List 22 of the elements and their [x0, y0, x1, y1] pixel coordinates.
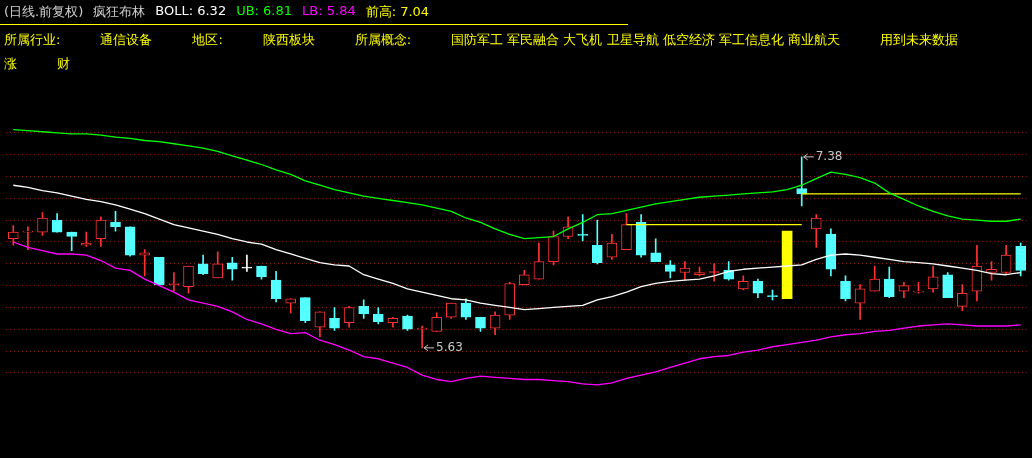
text: 所属行业:: [4, 31, 61, 49]
text: 涨: [4, 55, 17, 73]
chart-subtitle: 疯狂布林: [93, 3, 146, 21]
candlestick: [796, 156, 808, 207]
text: 地区:: [192, 31, 223, 49]
text: 通信设备: [100, 31, 153, 49]
annotation: 5.63: [436, 339, 463, 354]
candlestick: [22, 226, 34, 250]
candlestick: [241, 254, 253, 272]
text: UB: 6.81: [236, 3, 293, 20]
text: 陕西板块: [262, 31, 315, 49]
chart-title: (日线.前复权): [4, 3, 84, 21]
text: 用到未来数据: [879, 31, 958, 49]
text: LB: 5.84: [302, 3, 356, 20]
text: 国防军工 军民融合 大飞机 卫星导航 低空经济 军工信息化 商业航天: [451, 31, 840, 49]
candlestick: [416, 325, 428, 349]
candlestick: [80, 231, 92, 247]
text: 所属概念:: [354, 31, 412, 49]
annotation: 7.38: [815, 148, 843, 163]
text: BOLL: 6.32: [155, 3, 227, 20]
text: 前高: 7.04: [365, 3, 430, 21]
text: 财: [57, 55, 70, 73]
